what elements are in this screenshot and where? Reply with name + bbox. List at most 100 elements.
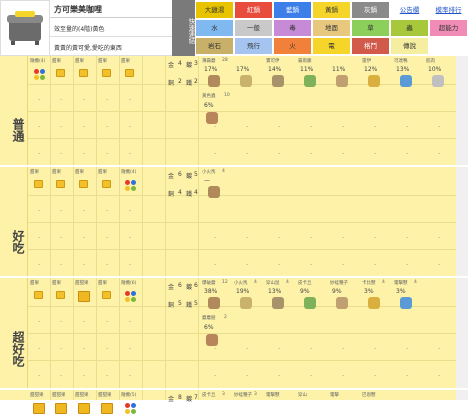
empty-slot: - xyxy=(246,234,249,241)
grid-line xyxy=(28,360,456,361)
pokemon-rate: 10% xyxy=(428,66,442,73)
pokemon-rate: 9% xyxy=(332,288,342,295)
empty-slot: - xyxy=(438,123,441,130)
pokemon-rate: 12% xyxy=(364,66,378,73)
empty-slot: - xyxy=(83,207,86,214)
empty-slot: - xyxy=(38,207,41,214)
berry-icon xyxy=(125,180,130,185)
pokemon-name: 皮卡丘 xyxy=(202,393,216,398)
empty-slot: - xyxy=(342,372,345,379)
empty-slot: - xyxy=(106,318,109,325)
quick-link-12[interactable]: 蟲 xyxy=(390,19,429,37)
grid-line xyxy=(50,167,51,276)
pokemon-name: 黃色蟲 xyxy=(202,94,216,99)
quick-link-15[interactable]: 飛行 xyxy=(234,37,273,55)
empty-slot: - xyxy=(438,234,441,241)
pokemon-name: 電擊獸 xyxy=(394,281,408,286)
pokemon-rate: 13% xyxy=(396,66,410,73)
pokemon-level: 4 xyxy=(382,280,385,285)
berry-icon xyxy=(125,403,130,408)
pokemon-sprite-icon xyxy=(368,297,380,309)
quick-link-17[interactable]: 電 xyxy=(312,37,351,55)
quick-link-0[interactable]: 大雞湯 xyxy=(195,1,234,19)
double-sweet-cube-icon xyxy=(101,403,113,414)
sweet-cube-icon xyxy=(56,69,65,77)
empty-slot: - xyxy=(214,261,217,268)
pokemon-name: 霧雨藤 xyxy=(298,59,312,64)
quick-link-9[interactable]: 毒 xyxy=(273,19,312,37)
sweet-cube-icon xyxy=(102,180,111,188)
grid-line xyxy=(142,390,143,400)
empty-slot: - xyxy=(129,234,132,241)
pokemon-sprite-icon xyxy=(208,297,220,309)
empty-slot: - xyxy=(374,123,377,130)
empty-slot: - xyxy=(310,123,313,130)
pokemon-name: 妙蛙種子 xyxy=(234,393,252,398)
food-header-best: 隨機(5) xyxy=(121,393,137,398)
pokemon-rate: 38% xyxy=(204,288,218,295)
stat-plat-label: 鍍 xyxy=(186,62,193,69)
empty-slot: - xyxy=(60,207,63,214)
empty-slot: - xyxy=(310,345,313,352)
food-header-normal: 隨機(4) xyxy=(30,59,46,64)
quick-link-4[interactable]: 灰鍋 xyxy=(351,1,390,19)
empty-slot: - xyxy=(106,345,109,352)
quick-link-3[interactable]: 黃鍋 xyxy=(312,1,351,19)
quick-link-13[interactable]: 超能力 xyxy=(429,19,468,37)
quick-link-11[interactable]: 草 xyxy=(351,19,390,37)
empty-slot: - xyxy=(129,123,132,130)
grid-line xyxy=(96,167,97,276)
stat-bronze-value: 4 xyxy=(178,189,182,196)
quick-link-19[interactable]: 傳說 xyxy=(390,37,429,55)
quick-link-5[interactable]: 公告欄 xyxy=(390,1,429,19)
sweet-cube-icon xyxy=(34,180,43,188)
pokemon-name: 爆破蘑 xyxy=(202,281,216,286)
stat-plat-label: 鍍 xyxy=(186,396,193,403)
pokemon-sprite-icon xyxy=(336,75,348,87)
empty-slot: - xyxy=(38,261,41,268)
quick-link-16[interactable]: 火 xyxy=(273,37,312,55)
quick-link-14[interactable]: 岩石 xyxy=(195,37,234,55)
pokemon-name: 巴恩獸 xyxy=(362,393,376,398)
sweet-cube-icon xyxy=(125,69,134,77)
empty-slot: - xyxy=(278,150,281,157)
pokemon-name: 穿山鼠 xyxy=(266,281,280,286)
empty-slot: - xyxy=(60,234,63,241)
food-header-great: 甜果 xyxy=(30,281,39,286)
quick-link-10[interactable]: 地面 xyxy=(312,19,351,37)
empty-slot: - xyxy=(83,318,86,325)
empty-slot: - xyxy=(106,123,109,130)
quick-link-6[interactable]: 模率排行 xyxy=(429,1,468,19)
pokemon-rate: 3% xyxy=(396,288,406,295)
stat-plat-value: 5 xyxy=(194,171,198,178)
stat-plat-value: 6 xyxy=(194,282,198,289)
grid-line xyxy=(119,390,120,400)
empty-slot: - xyxy=(60,96,63,103)
empty-slot: - xyxy=(83,96,86,103)
empty-slot: - xyxy=(438,150,441,157)
empty-slot: - xyxy=(374,372,377,379)
pokemon-rate: 11% xyxy=(300,66,314,73)
grid-line xyxy=(28,111,456,112)
berry-icon xyxy=(125,291,130,296)
empty-slot: - xyxy=(438,261,441,268)
quick-link-18[interactable]: 格鬥 xyxy=(351,37,390,55)
grid-line xyxy=(73,390,74,400)
stat-plat-value: 3 xyxy=(194,60,198,67)
empty-slot: - xyxy=(278,261,281,268)
pokemon-sprite-icon xyxy=(240,297,252,309)
quick-link-1[interactable]: 紅鍋 xyxy=(234,1,273,19)
recipe-ingredients: 黃黃的黃可愛,愛吃的東西 xyxy=(50,37,172,56)
pokemon-rate: 17% xyxy=(204,66,218,73)
quick-link-8[interactable]: 一般 xyxy=(234,19,273,37)
empty-slot: - xyxy=(38,234,41,241)
stat-gold-label: 金 xyxy=(168,396,175,403)
grid-line xyxy=(165,167,166,276)
pokemon-rate: 6% xyxy=(204,324,214,331)
quick-link-7[interactable]: 水 xyxy=(195,19,234,37)
double-sweet-cube-icon xyxy=(78,291,90,302)
quick-link-2[interactable]: 藍鍋 xyxy=(273,1,312,19)
empty-slot: - xyxy=(214,123,217,130)
scrollbar[interactable] xyxy=(456,56,468,400)
empty-slot: - xyxy=(342,261,345,268)
